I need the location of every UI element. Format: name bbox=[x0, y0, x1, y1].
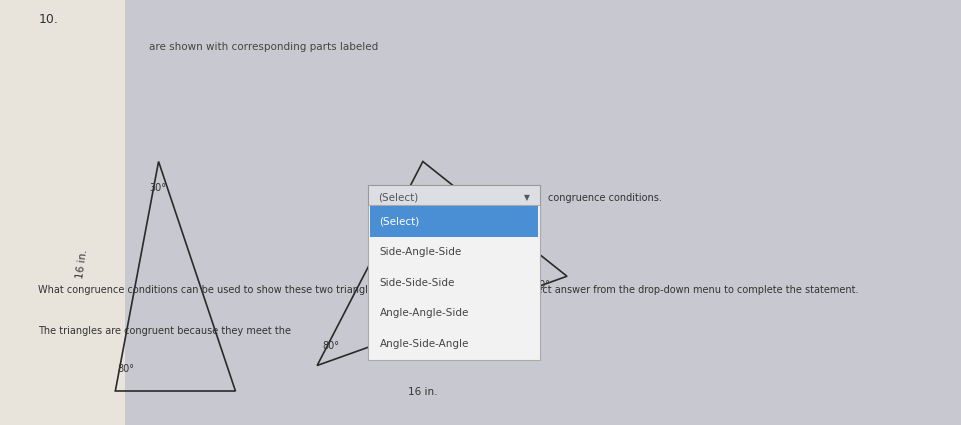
Text: Angle-Side-Angle: Angle-Side-Angle bbox=[380, 339, 469, 349]
FancyBboxPatch shape bbox=[370, 206, 538, 237]
Text: 16 in.: 16 in. bbox=[408, 387, 437, 397]
Text: 80°: 80° bbox=[322, 340, 339, 351]
FancyBboxPatch shape bbox=[0, 0, 125, 425]
Text: Angle-Angle-Side: Angle-Angle-Side bbox=[380, 308, 469, 318]
Text: 30°: 30° bbox=[533, 280, 551, 290]
Text: 30°: 30° bbox=[149, 183, 166, 193]
Text: 16 in.: 16 in. bbox=[75, 248, 88, 279]
Text: (Select): (Select) bbox=[380, 216, 420, 227]
Text: The triangles are congruent because they meet the: The triangles are congruent because they… bbox=[38, 326, 291, 337]
Text: 80°: 80° bbox=[117, 364, 135, 374]
Text: What congruence conditions can be used to show these two triangles are congruent: What congruence conditions can be used t… bbox=[38, 285, 859, 295]
Text: 10.: 10. bbox=[38, 13, 59, 26]
FancyBboxPatch shape bbox=[368, 185, 540, 210]
Text: congruence conditions.: congruence conditions. bbox=[548, 193, 661, 203]
FancyBboxPatch shape bbox=[368, 205, 540, 360]
Text: Side-Angle-Side: Side-Angle-Side bbox=[380, 247, 462, 257]
Text: (Select): (Select) bbox=[378, 193, 418, 203]
Text: are shown with corresponding parts labeled: are shown with corresponding parts label… bbox=[149, 42, 379, 53]
Text: ▼: ▼ bbox=[524, 193, 530, 202]
Text: Side-Side-Side: Side-Side-Side bbox=[380, 278, 455, 288]
